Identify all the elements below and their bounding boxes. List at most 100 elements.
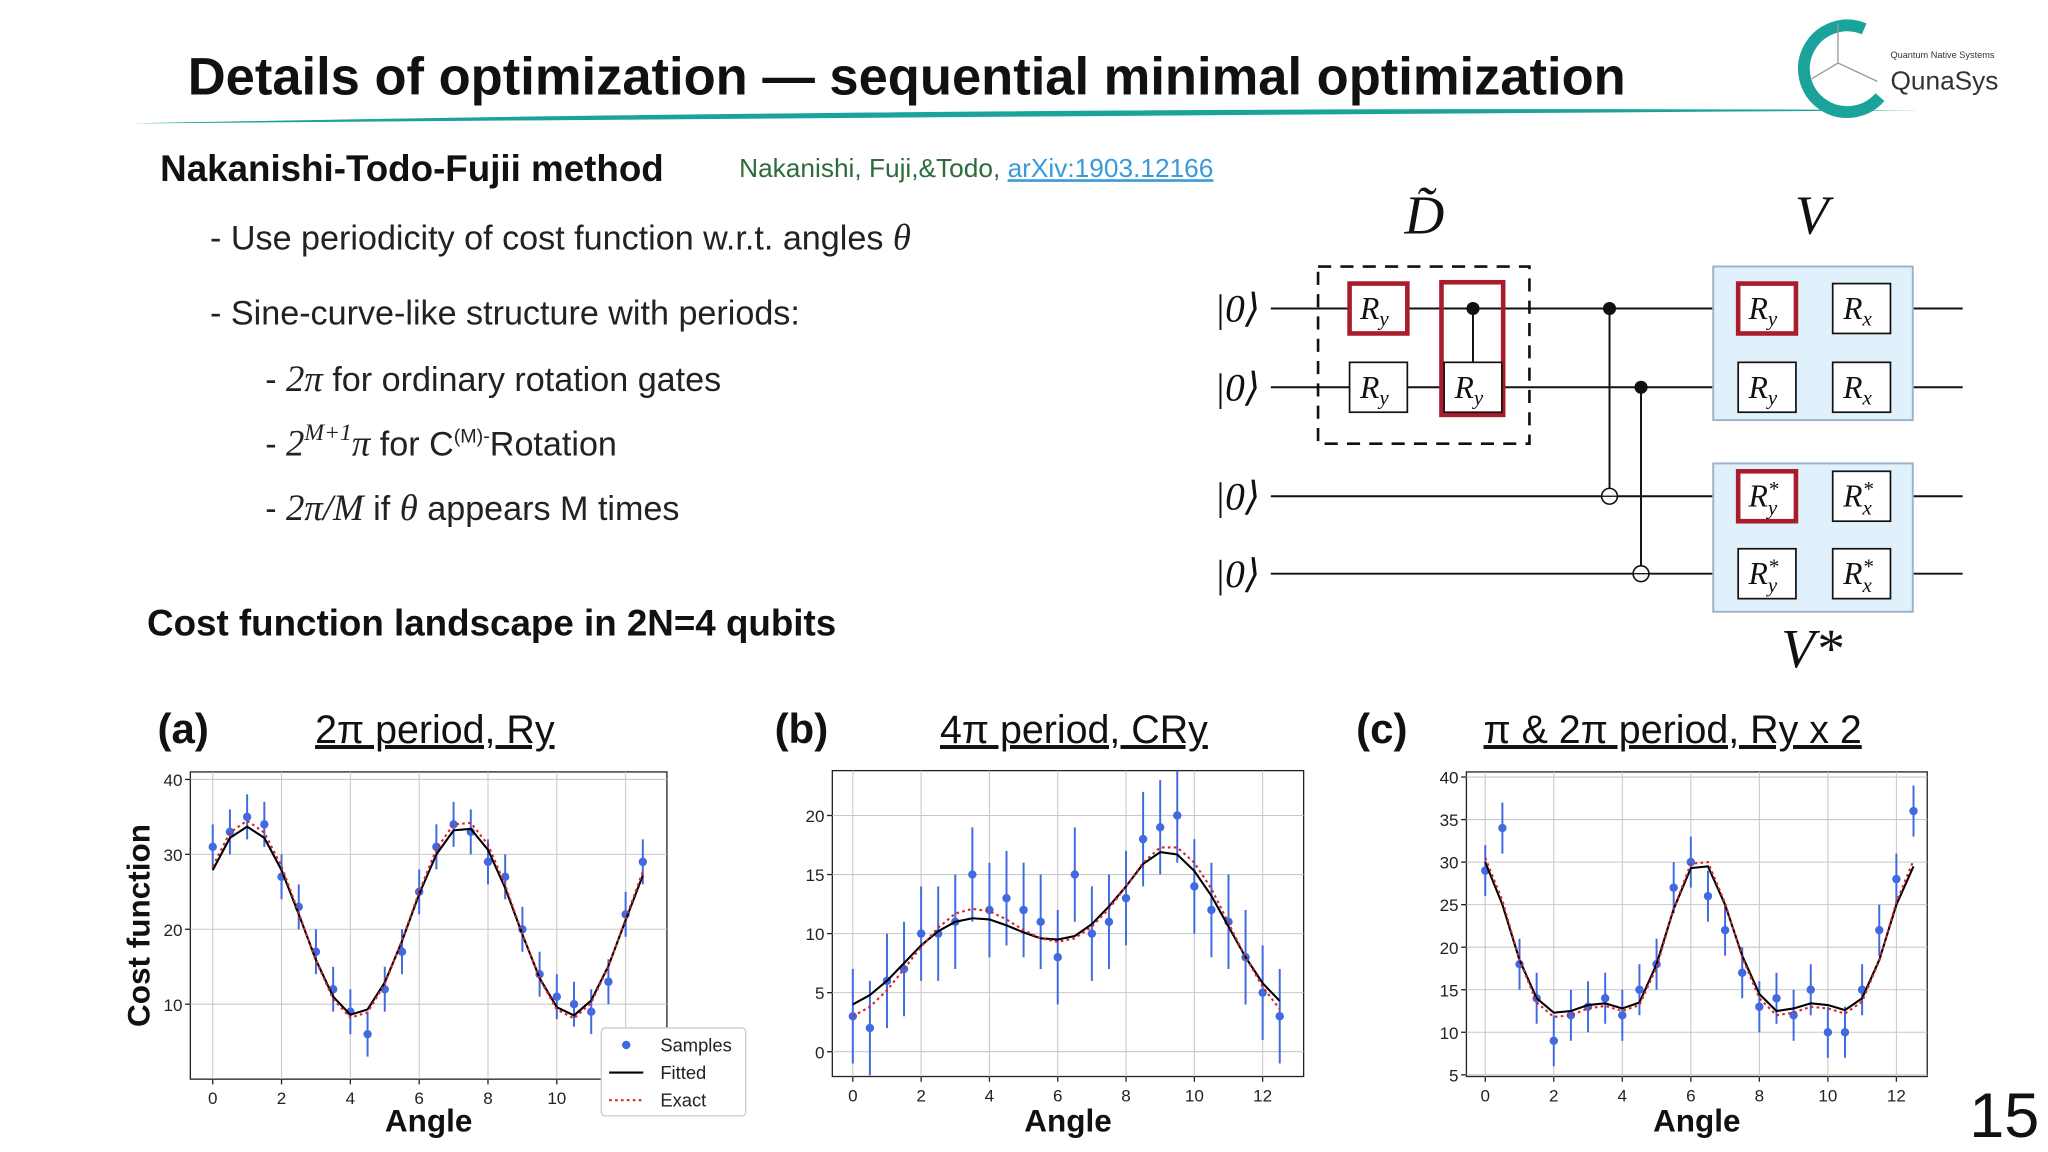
gate-sub: x	[1861, 307, 1872, 331]
sample-point	[1840, 1028, 1850, 1037]
y-tick-label: 40	[164, 771, 183, 790]
gate-sub: y	[1766, 385, 1778, 409]
input-state: |0⟩	[1214, 287, 1260, 331]
plot-marks	[208, 794, 648, 1057]
x-tick-label: 6	[1053, 1086, 1062, 1105]
legend-label: Samples	[660, 1035, 731, 1056]
y-axis-label: Cost function	[121, 824, 157, 1027]
fitted-line	[211, 825, 644, 1017]
sample-point	[1618, 1011, 1627, 1020]
sample-point	[1772, 994, 1781, 1003]
sample-point	[1036, 917, 1045, 926]
sample-point	[363, 1029, 372, 1039]
gate	[1737, 361, 1797, 414]
gate	[1831, 361, 1892, 414]
sample-point	[1806, 985, 1815, 994]
bullet: - 2π for ordinary rotation gates	[265, 358, 721, 399]
sample-point	[587, 1007, 596, 1016]
y-tick-label: 15	[1440, 981, 1459, 1000]
sample-point	[483, 857, 493, 867]
gate-base: R	[1748, 479, 1768, 514]
y-tick-label: 15	[805, 866, 824, 885]
bullet-segment: if	[364, 490, 400, 528]
sample-point	[1892, 874, 1901, 884]
sample-point	[1686, 857, 1696, 867]
sample-point	[1823, 1028, 1833, 1037]
gate-sub: y	[1766, 496, 1778, 520]
legend-label: Exact	[660, 1090, 706, 1111]
bullet-segment: (M)-	[454, 425, 490, 447]
y-tick-label: 30	[164, 846, 183, 865]
bullet-segment: - Sine-curve-like structure with periods…	[210, 294, 800, 332]
gate-label: Ry	[1359, 370, 1389, 410]
bullet-segment: 2	[286, 423, 304, 464]
gate-base: R	[1842, 479, 1862, 514]
gate	[1735, 281, 1799, 336]
sample-point	[916, 929, 926, 938]
x-tick-label: 6	[414, 1089, 423, 1108]
sample-point	[1207, 905, 1216, 915]
x-tick-label: 8	[1121, 1086, 1130, 1105]
y-tick-label: 20	[1440, 939, 1459, 958]
x-tick-label: 4	[1618, 1086, 1627, 1105]
panel-label: (b)	[775, 705, 829, 752]
bullet: - 2π/M if θ appears M times	[265, 487, 679, 528]
sample-point	[1070, 870, 1080, 879]
control-dot	[1634, 380, 1648, 394]
sample-point	[968, 870, 977, 879]
method-heading: Nakanishi-Todo-Fujii method	[160, 148, 664, 189]
sample-point	[260, 820, 269, 829]
citation-authors: Nakanishi, Fuji,&Todo,	[739, 153, 1007, 183]
input-state: |0⟩	[1214, 552, 1260, 596]
x-tick-label: 6	[1686, 1086, 1695, 1105]
x-tick-label: 8	[483, 1089, 492, 1108]
x-tick-label: 2	[277, 1089, 286, 1108]
x-tick-label: 0	[1481, 1086, 1490, 1105]
y-tick-label: 35	[1440, 811, 1459, 830]
sample-point	[1875, 925, 1884, 935]
sample-point	[1720, 925, 1730, 935]
y-tick-label: 10	[805, 925, 824, 944]
sample-point	[638, 857, 648, 867]
gate	[1831, 547, 1892, 600]
x-tick-label: 10	[547, 1089, 566, 1108]
panel-title: 4π period, CRy	[940, 708, 1208, 752]
sample-point	[242, 812, 252, 822]
x-tick-label: 4	[346, 1089, 355, 1108]
sample-point	[1909, 806, 1918, 816]
sample-point	[1104, 917, 1114, 926]
gate	[1348, 361, 1409, 414]
gate-sup: *	[1862, 555, 1873, 579]
x-tick-label: 0	[208, 1089, 217, 1108]
y-tick-label: 30	[1440, 854, 1459, 873]
title-underline	[131, 109, 1920, 124]
gate-label: Ry	[1748, 291, 1778, 331]
y-tick-label: 40	[1440, 769, 1459, 788]
x-tick-label: 12	[1887, 1086, 1906, 1105]
y-tick-label: 20	[164, 921, 183, 940]
sample-point	[1121, 893, 1131, 903]
x-tick-label: 10	[1185, 1086, 1204, 1105]
x-tick-label: 0	[848, 1086, 857, 1105]
citation-link[interactable]: arXiv:1903.12166	[1008, 153, 1214, 183]
gate-label: R* x	[1842, 477, 1873, 519]
bullet-segment: π	[352, 423, 372, 464]
sample-point	[208, 842, 217, 852]
gate-sub: y	[1377, 307, 1389, 331]
gate-sub: x	[1861, 496, 1872, 520]
bullet: - Use periodicity of cost function w.r.t…	[210, 216, 911, 257]
sample-point	[1669, 883, 1678, 892]
legend-marker	[622, 1040, 631, 1050]
gate-sub: y	[1766, 307, 1778, 331]
control-dot	[1602, 301, 1617, 316]
y-tick-label: 10	[1440, 1024, 1459, 1043]
gate-sub: x	[1861, 385, 1872, 409]
gate-label: Rx	[1842, 370, 1872, 410]
logo-ring	[1798, 19, 1885, 118]
legend-label: Fitted	[660, 1062, 706, 1083]
gate-label: Ry	[1454, 370, 1484, 410]
sample-point	[500, 872, 510, 882]
bullet: - Sine-curve-like structure with periods…	[210, 294, 800, 332]
gate-base: R	[1454, 370, 1474, 405]
gate-sup: *	[1862, 477, 1873, 501]
